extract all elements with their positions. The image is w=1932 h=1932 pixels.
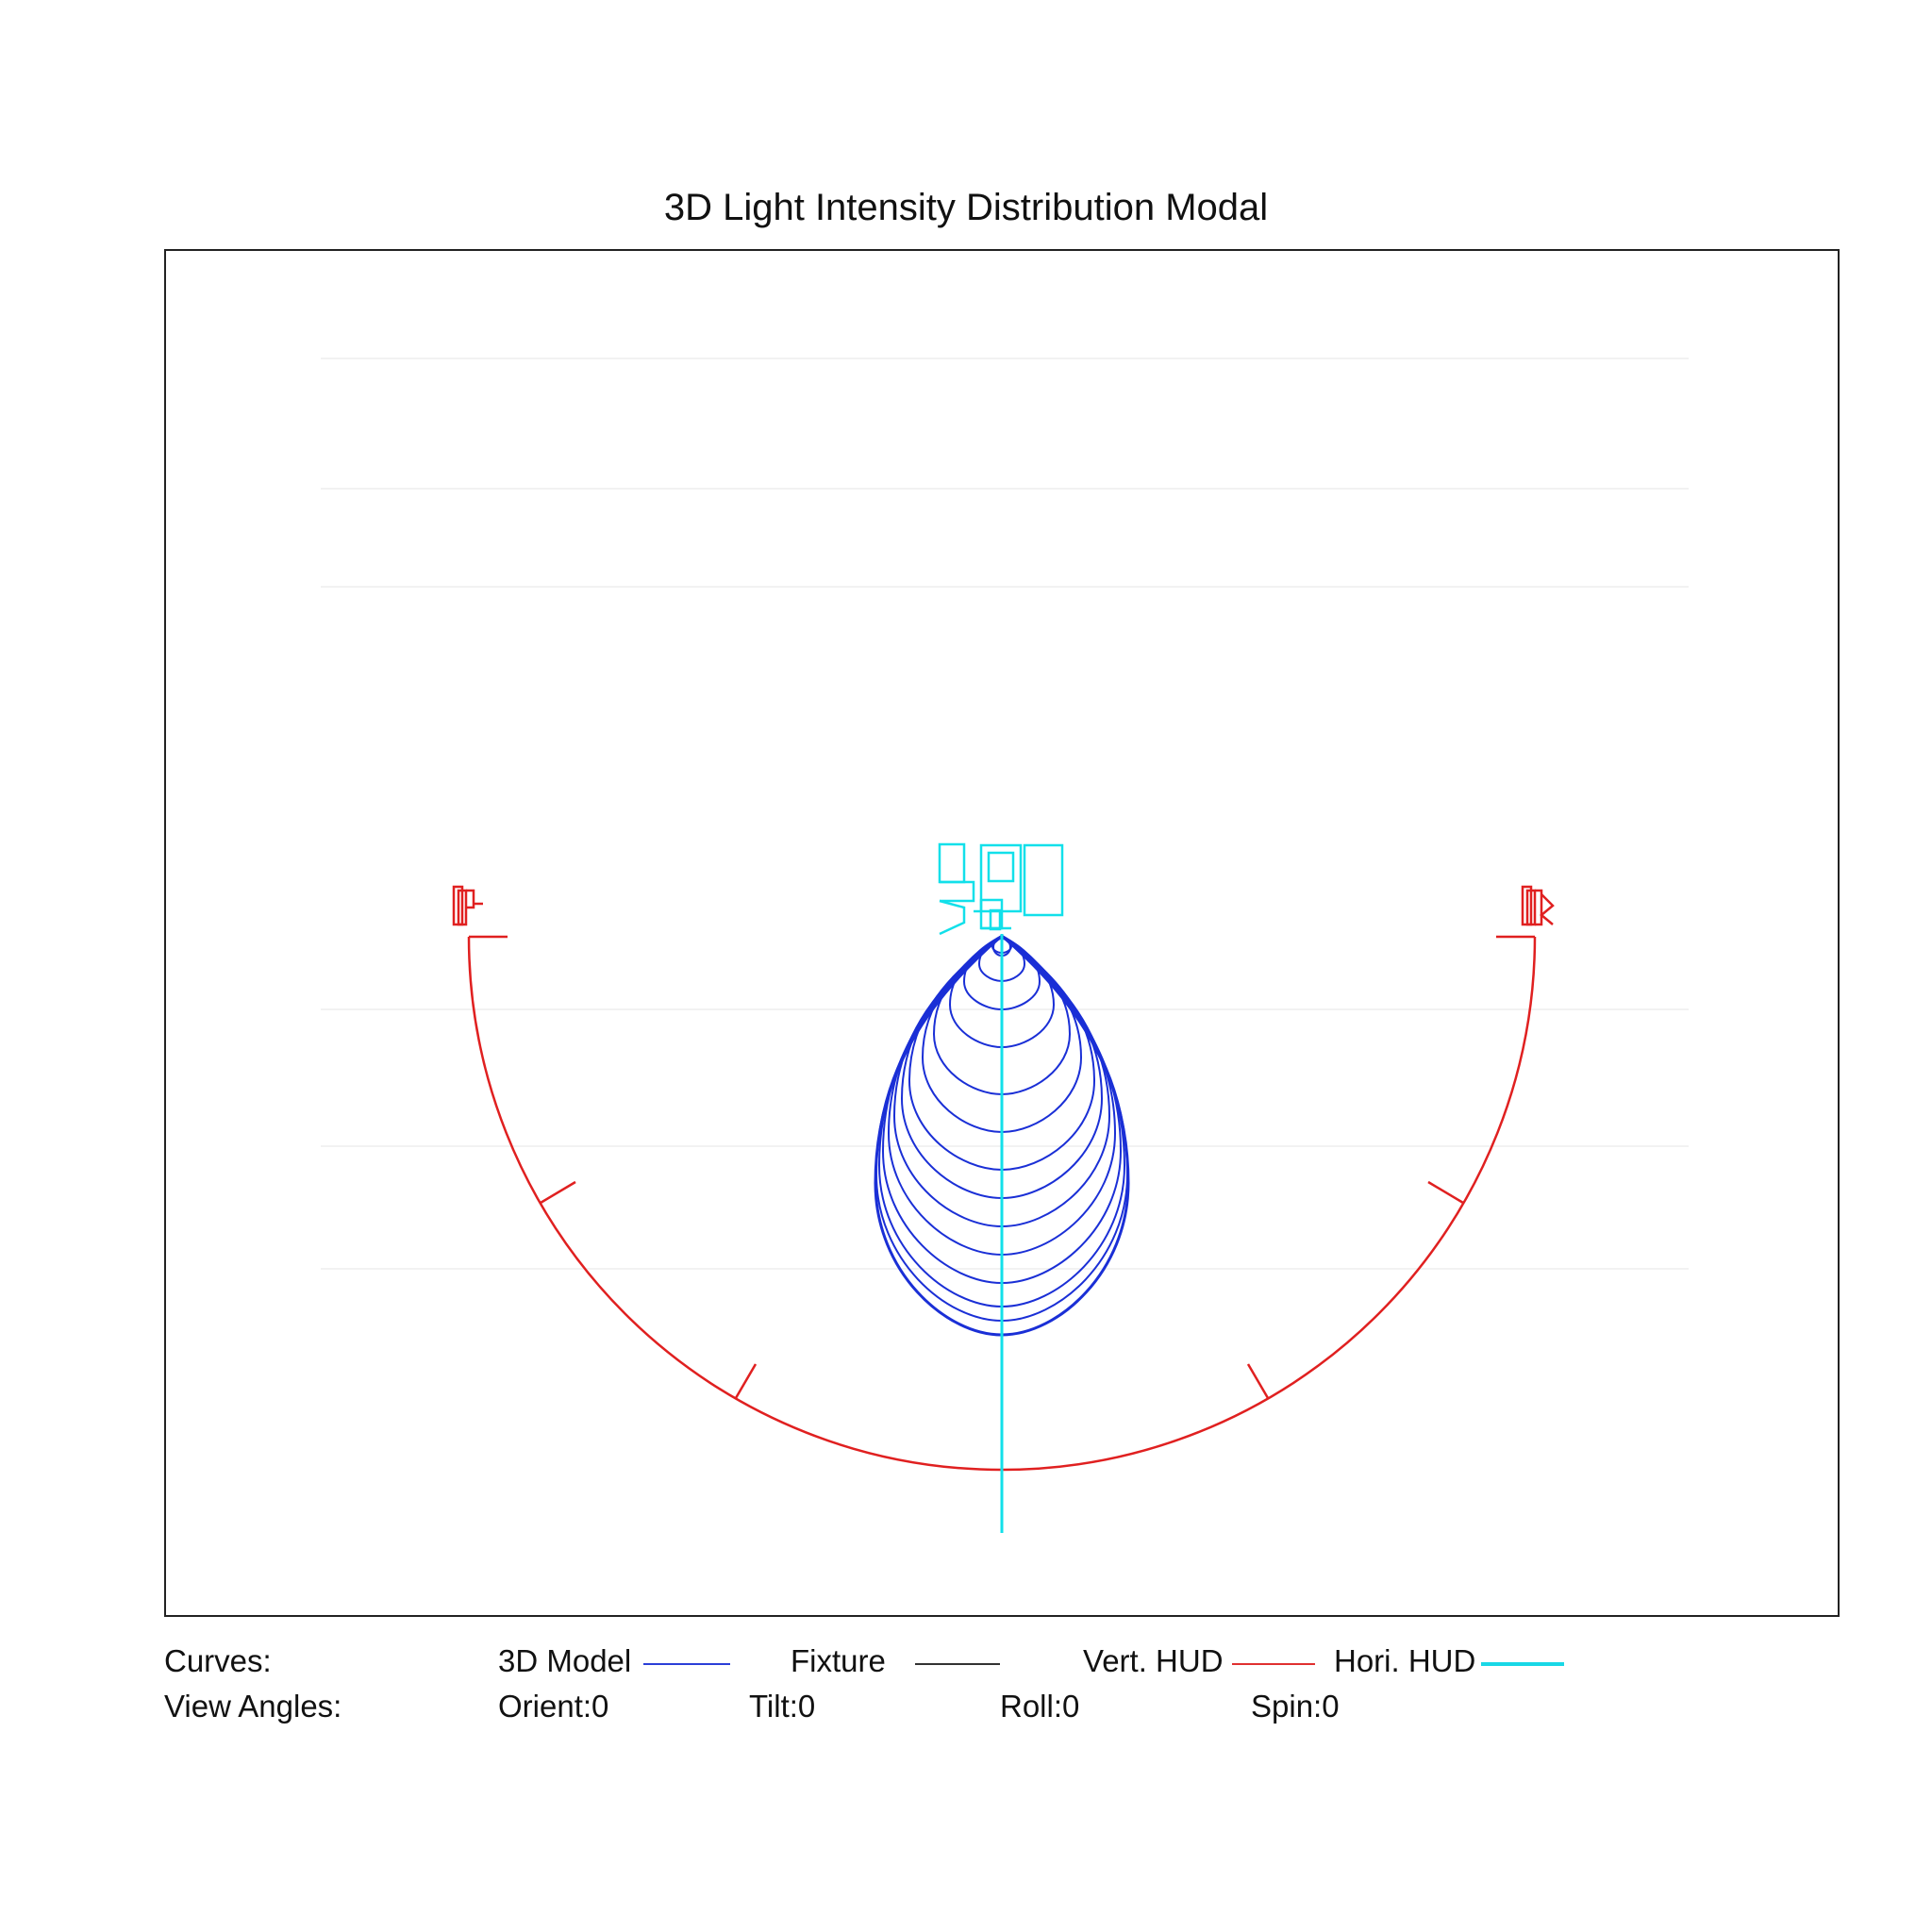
plot-frame [164,249,1840,1617]
view-angle-orient: Orient:0 [498,1689,609,1724]
legend-label-vertical-hud: Vert. HUD [1083,1643,1224,1678]
vertical-hud-glyph-left [452,885,483,926]
legend-label-fixture: Fixture [791,1643,886,1678]
vertical-hud-glyph-right [1521,885,1555,926]
curves-label: Curves: [164,1643,272,1678]
legend-swatch-fixture [915,1663,1000,1665]
legend-label-horizontal-hud: Hori. HUD [1334,1643,1476,1678]
legend-swatch-3d-model [643,1663,730,1665]
view-angles-label: View Angles: [164,1689,342,1724]
vertical-hud-tick [1427,1180,1464,1205]
vertical-hud-tick [734,1363,758,1399]
legend-swatch-vertical-hud [1232,1663,1315,1665]
vertical-hud-tick [540,1180,576,1205]
diagram-title: 3D Light Intensity Distribution Modal [663,187,1269,228]
view-angle-tilt: Tilt:0 [749,1689,816,1724]
background-guides [321,358,1689,1270]
legend-swatch-horizontal-hud [1481,1662,1564,1666]
view-angle-roll: Roll:0 [1000,1689,1080,1724]
horizontal-hud [938,842,1064,1533]
horizontal-hud-glyph [938,842,1064,936]
legend-label-3d-model: 3D Model [498,1643,632,1678]
view-angle-spin: Spin:0 [1251,1689,1340,1724]
vertical-hud-tick [1246,1363,1270,1399]
